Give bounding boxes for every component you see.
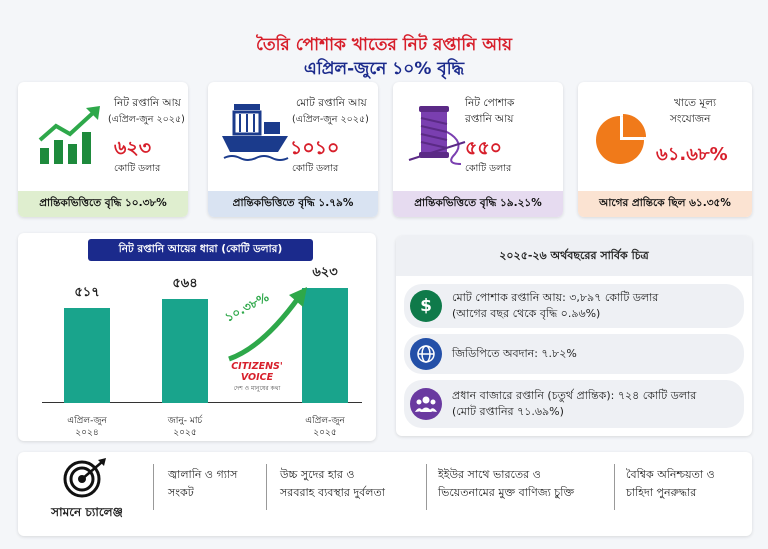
card-label: মোট রপ্তানি আয় [296,97,367,109]
divider [614,464,615,510]
thread-spool-icon [408,106,466,165]
card-label: নিট পোশাক [465,97,515,109]
summary-row-market: প্রধান বাজারে রপ্তানি (চতুর্থ প্রান্তিক)… [404,380,744,428]
card-label-2: রপ্তানি আয় [465,113,514,125]
divider [426,464,427,510]
card-period: (এপ্রিল-জুন ২০২৫) [292,114,369,125]
trend-chart-panel: নিট রপ্তানি আয়ের ধারা (কোটি ডলার) ৫১৭ এপ… [18,233,376,441]
card-value: ৬১.৬৮% [656,144,728,165]
divider [266,464,267,510]
page-subtitle: এপ্রিল-জুনে ১০% বৃদ্ধি [303,59,465,79]
bar-value-label: ৫৬৪ [172,276,198,291]
x-tick-label: এপ্রিল-জুন ২০২৫ [305,416,345,438]
target-icon [63,458,106,498]
card-footer: আগের প্রান্তিকে ছিল ৬১.৩৫% [578,191,752,217]
watermark-tagline: দেশ ও মানুষের কথা [233,385,281,392]
summary-row-gdp: জিডিপিতে অবদান: ৭.৮২% [404,334,744,374]
challenge-item: ইইউর সাথে ভারতের ও ভিয়েতনামের মুক্ত বাণ… [438,468,575,499]
page-title: তৈরি পোশাক খাতের নিট রপ্তানি আয় [255,35,513,55]
card-net-export: নিট রপ্তানি আয় (এপ্রিল-জুন ২০২৫) ৬২৩ কো… [18,82,188,217]
pie-chart-icon [596,114,646,164]
dollar-icon: $ [410,290,442,322]
card-value-addition: খাতে মূল্য সংযোজন ৬১.৬৮% আগের প্রান্তিকে… [578,82,752,217]
summary-row-text: জিডিপিতে অবদান: ৭.৮২% [452,347,577,360]
card-net-garment-export: নিট পোশাক রপ্তানি আয় ৫৫০ কোটি ডলার প্রা… [393,82,563,217]
divider [153,464,154,510]
summary-row-text: প্রধান বাজারে রপ্তানি (চতুর্থ প্রান্তিক)… [452,389,697,418]
card-value: ১০১০ [290,137,340,159]
watermark-logo: CITIZENS' VOICE দেশ ও মানুষের কথা [218,361,296,394]
card-label-2: সংযোজন [670,113,711,125]
challenge-item: জ্বালানি ও গ্যাস সংকট [168,468,238,499]
card-footer: প্রান্তিকভিত্তিতে বৃদ্ধি ১.৭৯% [208,191,378,217]
watermark-title: CITIZENS' VOICE [231,361,283,383]
challenge-item: বৈশ্বিক অনিশ্চয়তা ও চাহিদা পুনরুদ্ধার [626,468,715,499]
card-unit: কোটি ডলার [465,163,512,174]
card-unit: কোটি ডলার [114,163,161,174]
bar-value-label: ৬২৩ [312,265,338,280]
chart-bar [302,288,348,403]
x-tick-label: এপ্রিল-জুন ২০২৪ [67,416,107,438]
globe-icon [410,338,442,370]
people-icon [410,388,442,420]
trend-chart-title: নিট রপ্তানি আয়ের ধারা (কোটি ডলার) [88,239,313,261]
x-tick-label: জানু- মার্চ ২০২৫ [167,416,203,438]
chart-bar [64,308,110,403]
challenges-title: সামনে চ্যালেঞ্জ [51,505,123,519]
card-period: (এপ্রিল-জুন ২০২৫) [108,114,185,125]
card-footer: প্রান্তিকভিত্তিতে বৃদ্ধি ১৯.২১% [393,191,563,217]
challenge-item: উচ্চ সুদের হার ও সরবরাহ ব্যবস্থার দুর্বল… [280,468,385,499]
card-value: ৫৫০ [465,137,503,159]
growth-chart-icon [38,106,100,164]
bar-value-label: ৫১৭ [74,285,100,300]
card-total-export: মোট রপ্তানি আয় (এপ্রিল-জুন ২০২৫) ১০১০ ক… [208,82,378,217]
challenges-panel: সামনে চ্যালেঞ্জ জ্বালানি ও গ্যাস সংকট উচ… [18,452,752,536]
summary-row-export: $ মোট পোশাক রপ্তানি আয়: ৩,৮৯৭ কোটি ডলার… [404,284,744,328]
summary-title: ২০২৫-২৬ অর্থবছরের সার্বিক চিত্র [396,236,752,276]
card-footer: প্রান্তিকভিত্তিতে বৃদ্ধি ১০.৩৮% [18,191,188,217]
summary-panel: ২০২৫-২৬ অর্থবছরের সার্বিক চিত্র $ মোট পো… [396,236,752,436]
summary-row-text: মোট পোশাক রপ্তানি আয়: ৩,৮৯৭ কোটি ডলার (… [452,291,659,320]
cargo-ship-icon [222,104,289,161]
card-value: ৬২৩ [114,137,152,159]
card-label: খাতে মূল্য [674,97,717,109]
growth-arrow-icon [228,287,307,362]
card-unit: কোটি ডলার [292,163,339,174]
chart-bar [162,299,208,403]
card-label: নিট রপ্তানি আয় [114,97,181,109]
